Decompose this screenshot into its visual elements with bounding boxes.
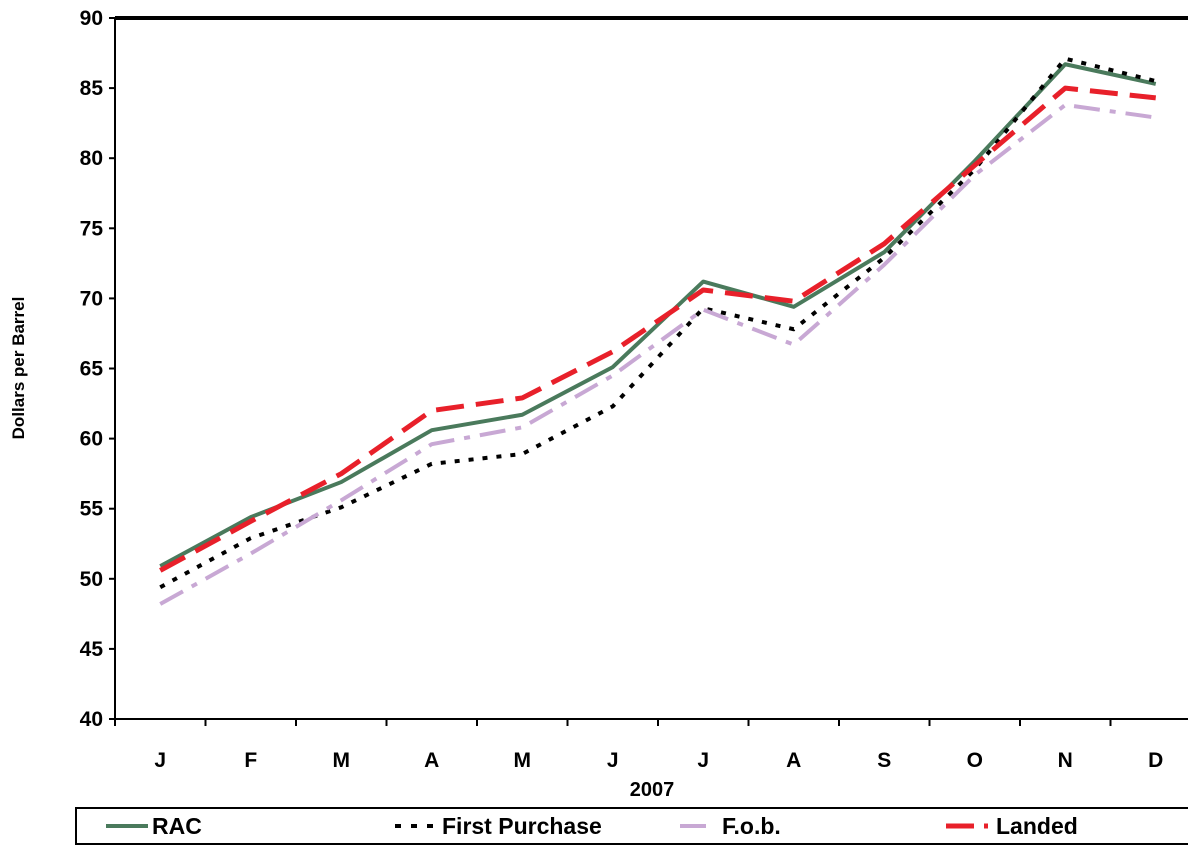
x-axis-title: 2007: [630, 779, 675, 801]
series-line: [159, 85, 1157, 573]
series-rac: [159, 62, 1157, 568]
y-tick-label: 85: [80, 77, 104, 100]
x-tick-label: A: [786, 749, 801, 772]
series-layer: [159, 56, 1157, 606]
y-tick-label: 55: [80, 498, 104, 521]
legend-item: F.o.b.: [680, 813, 781, 839]
series-landed: [159, 85, 1157, 573]
legend-item: Landed: [946, 813, 1078, 839]
legend-label: RAC: [152, 813, 202, 839]
legend-item: RAC: [106, 813, 202, 839]
y-tick-label: 60: [80, 428, 103, 451]
x-tick-label: M: [333, 749, 351, 772]
x-tick-label: A: [424, 749, 439, 772]
legend-item: First Purchase: [395, 813, 602, 839]
series-f-o-b-: [159, 102, 1157, 606]
legend-label: Landed: [996, 813, 1078, 839]
y-tick-label: 75: [80, 217, 104, 240]
x-tick-label: D: [1148, 749, 1163, 772]
x-tick-label: O: [967, 749, 983, 772]
y-tick-label: 70: [80, 287, 103, 310]
y-tick-label: 40: [80, 708, 103, 731]
y-tick-label: 65: [80, 358, 104, 381]
y-tick-label: 45: [80, 638, 104, 661]
y-axis-ticks: 40 45 50 55 60 65 70 75 80 85 90: [80, 7, 115, 731]
x-tick-label: F: [244, 749, 257, 772]
legend-box: [75, 807, 1188, 845]
y-tick-label: 50: [80, 568, 103, 591]
y-tick-label: 80: [80, 147, 103, 170]
series-first-purchase: [159, 56, 1157, 589]
x-tick-label: N: [1058, 749, 1073, 772]
legend-items: RAC First Purchase F.o.b. Landed: [106, 813, 1078, 839]
x-tick-label: S: [877, 749, 891, 772]
legend-label: F.o.b.: [722, 813, 781, 839]
x-tick-label: M: [514, 749, 532, 772]
series-line: [159, 62, 1157, 568]
y-axis-title: Dollars per Barrel: [9, 297, 28, 440]
y-tick-label: 90: [80, 7, 103, 30]
legend: RAC First Purchase F.o.b. Landed: [75, 807, 1188, 845]
x-tick-label: J: [697, 749, 709, 772]
legend-label: First Purchase: [442, 813, 602, 839]
x-tick-label: J: [607, 749, 619, 772]
series-line: [159, 56, 1157, 589]
x-tick-label: J: [154, 749, 166, 772]
